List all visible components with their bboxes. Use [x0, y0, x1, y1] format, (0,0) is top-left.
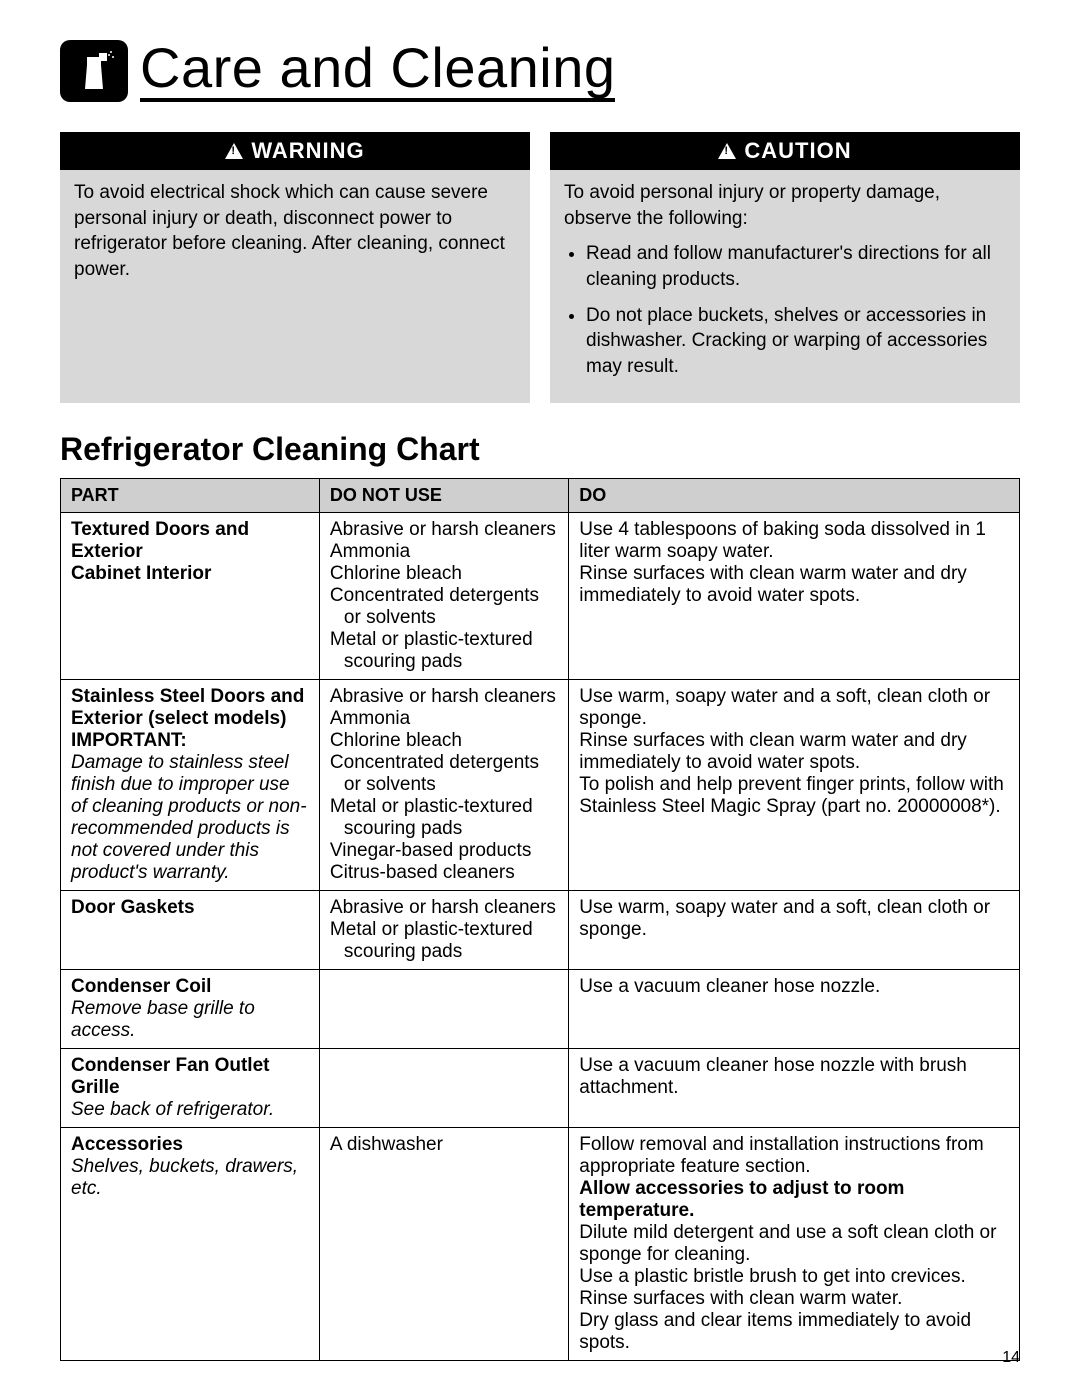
do-item: Use warm, soapy water and a soft, clean … [579, 686, 990, 729]
part-name: Condenser Coil [71, 976, 211, 997]
warning-header: WARNING [60, 132, 530, 170]
part-name: Stainless Steel Doors and Exterior (sele… [71, 686, 304, 729]
donot-item: Concentrated detergents [330, 585, 539, 606]
do-item: Use a vacuum cleaner hose nozzle with br… [579, 1055, 967, 1098]
part-name: Condenser Fan Outlet Grille [71, 1055, 269, 1098]
caution-intro: To avoid personal injury or property dam… [564, 180, 1006, 231]
section-title: Refrigerator Cleaning Chart [60, 431, 1020, 468]
caution-body: To avoid personal injury or property dam… [550, 170, 1020, 403]
caution-box: CAUTION To avoid personal injury or prop… [550, 132, 1020, 403]
donot-item: Abrasive or harsh cleaners [330, 519, 556, 540]
caution-bullet: Do not place buckets, shelves or accesso… [586, 303, 1006, 380]
do-item: Dilute mild detergent and use a soft cle… [579, 1222, 996, 1265]
caution-label: CAUTION [744, 138, 851, 164]
donot-item: Metal or plastic-textured [330, 629, 533, 650]
donot-item: Metal or plastic-textured [330, 919, 533, 940]
donot-item-cont: scouring pads [330, 941, 558, 963]
table-row: Textured Doors and Exterior Cabinet Inte… [61, 513, 1020, 680]
caution-bullet: Read and follow manufacturer's direction… [586, 241, 1006, 292]
donot-item: Ammonia [330, 541, 410, 562]
page-number: 14 [1002, 1349, 1020, 1367]
donot-item-cont: or solvents [330, 607, 558, 629]
table-row: Door Gaskets Abrasive or harsh cleaners … [61, 891, 1020, 970]
do-item: Rinse surfaces with clean warm water. [579, 1288, 902, 1309]
part-note: Remove base grille to access. [71, 998, 255, 1041]
donot-item: Concentrated detergents [330, 752, 539, 773]
do-item: Follow removal and installation instruct… [579, 1134, 983, 1177]
part-note: See back of refrigerator. [71, 1099, 274, 1120]
part-name: Accessories [71, 1134, 183, 1155]
donot-item: A dishwasher [330, 1134, 443, 1155]
caution-header: CAUTION [550, 132, 1020, 170]
part-name: Door Gaskets [71, 897, 195, 918]
alert-row: WARNING To avoid electrical shock which … [60, 132, 1020, 403]
col-header-do: Do [569, 479, 1020, 513]
do-item-bold: Allow accessories to adjust to room temp… [579, 1178, 904, 1221]
donot-item: Abrasive or harsh cleaners [330, 897, 556, 918]
table-row: Condenser Fan Outlet Grille See back of … [61, 1049, 1020, 1128]
page-title: Care and Cleaning [140, 40, 615, 102]
donot-item: Chlorine bleach [330, 730, 462, 751]
warning-triangle-icon [225, 143, 243, 159]
col-header-donot: Do Not Use [319, 479, 568, 513]
donot-item-cont: or solvents [330, 774, 558, 796]
warning-triangle-icon [718, 143, 736, 159]
part-name: Textured Doors and Exterior [71, 519, 249, 562]
do-item: Rinse surfaces with clean warm water and… [579, 730, 967, 773]
warning-label: WARNING [251, 138, 364, 164]
table-row: Accessories Shelves, buckets, drawers, e… [61, 1128, 1020, 1361]
spray-bottle-icon [60, 40, 128, 102]
donot-item-cont: scouring pads [330, 818, 558, 840]
do-item: Dry glass and clear items immediately to… [579, 1310, 971, 1353]
donot-item: Ammonia [330, 708, 410, 729]
donot-item: Abrasive or harsh cleaners [330, 686, 556, 707]
do-item: To polish and help prevent finger prints… [579, 774, 1004, 817]
donot-item: Vinegar-based products [330, 840, 531, 861]
do-item: Rinse surfaces with clean warm water and… [579, 563, 967, 606]
table-row: Stainless Steel Doors and Exterior (sele… [61, 680, 1020, 891]
part-important: IMPORTANT: [71, 730, 187, 751]
do-item: Use a vacuum cleaner hose nozzle. [579, 976, 880, 997]
cleaning-chart-table: Part Do Not Use Do Textured Doors and Ex… [60, 478, 1020, 1361]
do-item: Use a plastic bristle brush to get into … [579, 1266, 966, 1287]
do-item: Use 4 tablespoons of baking soda dissolv… [579, 519, 986, 562]
table-header-row: Part Do Not Use Do [61, 479, 1020, 513]
warning-body: To avoid electrical shock which can caus… [60, 170, 530, 297]
col-header-part: Part [61, 479, 320, 513]
donot-item: Citrus-based cleaners [330, 862, 515, 883]
part-note: Shelves, buckets, drawers, etc. [71, 1156, 298, 1199]
donot-item: Chlorine bleach [330, 563, 462, 584]
donot-item: Metal or plastic-textured [330, 796, 533, 817]
do-item: Use warm, soapy water and a soft, clean … [579, 897, 990, 940]
donot-item-cont: scouring pads [330, 651, 558, 673]
part-name: Cabinet Interior [71, 563, 211, 584]
page-header: Care and Cleaning [60, 40, 1020, 102]
warning-box: WARNING To avoid electrical shock which … [60, 132, 530, 403]
part-note: Damage to stainless steel finish due to … [71, 752, 307, 883]
table-row: Condenser Coil Remove base grille to acc… [61, 970, 1020, 1049]
